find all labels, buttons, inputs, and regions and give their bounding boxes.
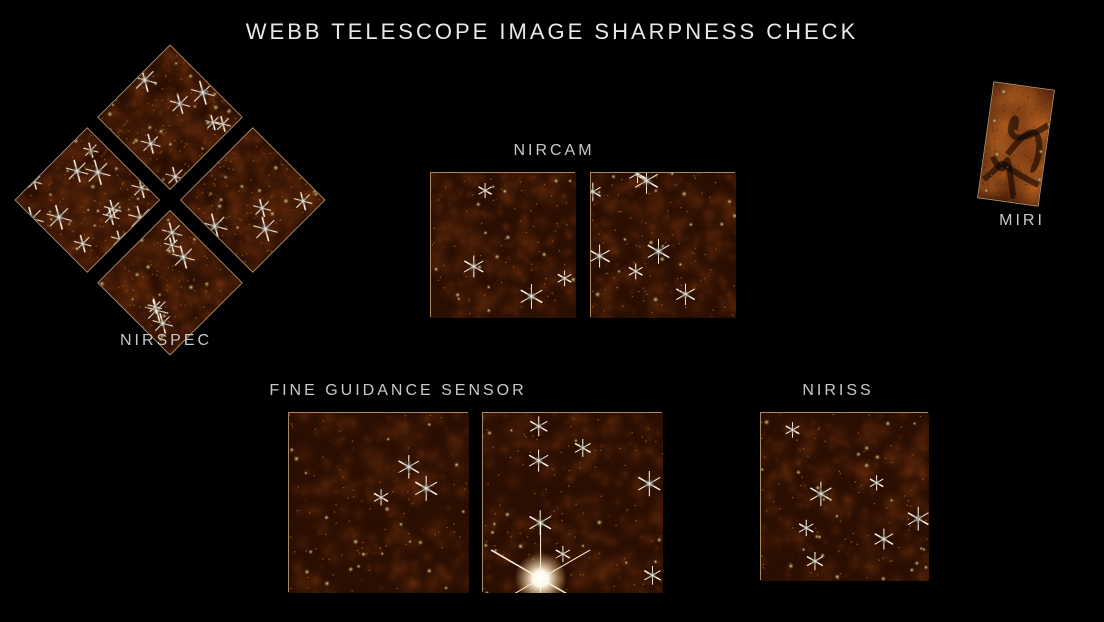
starfield-canvas [289, 413, 469, 593]
nirspec-group [14, 44, 325, 355]
fgs-panel-0 [288, 412, 468, 592]
niriss-panel-0 [760, 412, 928, 580]
miri-label: MIRI [999, 212, 1045, 230]
fgs-label: FINE GUIDANCE SENSOR [269, 382, 526, 400]
starfield-canvas [761, 413, 929, 581]
starfield-canvas [483, 413, 663, 593]
page-title: WEBB TELESCOPE IMAGE SHARPNESS CHECK [0, 19, 1104, 45]
nircam-label: NIRCAM [513, 142, 594, 160]
starfield-canvas [431, 173, 576, 318]
nirspec-label: NIRSPEC [120, 332, 212, 350]
nirspec-grid [14, 44, 325, 355]
niriss-label: NIRISS [802, 382, 873, 400]
nircam-panel-0 [430, 172, 575, 317]
starfield-canvas [978, 82, 1055, 206]
fgs-panel-1 [482, 412, 662, 592]
nircam-panel-1 [590, 172, 735, 317]
starfield-canvas [591, 173, 736, 318]
miri-panel [977, 81, 1055, 206]
